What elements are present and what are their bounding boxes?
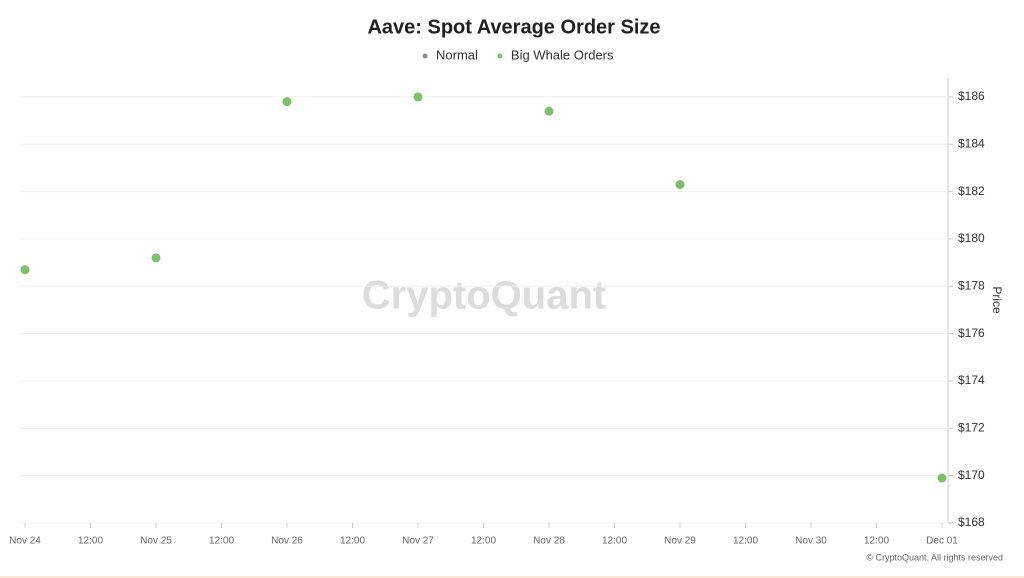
x-tick-label: 12:00 — [733, 536, 758, 547]
x-tick-label: 12:00 — [864, 536, 889, 547]
legend-label: Big Whale Orders — [511, 47, 614, 62]
x-tick-label: Nov 27 — [402, 536, 434, 547]
y-tick-label: $178 — [958, 278, 985, 292]
x-tick-label: Nov 29 — [664, 536, 696, 547]
data-point — [937, 473, 947, 483]
x-tick-label: 12:00 — [209, 536, 234, 547]
x-tick-label: Nov 30 — [795, 536, 827, 547]
x-tick-label: Nov 24 — [9, 536, 41, 547]
x-tick-label: Nov 25 — [140, 536, 172, 547]
legend-marker — [422, 53, 428, 59]
data-point — [20, 265, 30, 275]
x-tick-label: 12:00 — [602, 536, 627, 547]
chart-title: Aave: Spot Average Order Size — [367, 16, 660, 38]
x-tick-label: Dec 01 — [926, 536, 958, 547]
data-point — [282, 97, 292, 107]
credit: © CryptoQuant. All rights reserved — [866, 552, 1003, 562]
data-point — [413, 92, 423, 102]
data-point — [151, 253, 161, 263]
y-tick-label: $182 — [958, 184, 985, 198]
x-tick-label: Nov 28 — [533, 536, 565, 547]
x-tick-label: 12:00 — [78, 536, 103, 547]
data-point — [675, 180, 685, 190]
y-tick-label: $170 — [958, 468, 985, 482]
y-axis-label: Price — [990, 286, 1004, 314]
y-tick-label: $180 — [958, 231, 985, 245]
legend-label: Normal — [436, 47, 478, 62]
y-tick-label: $174 — [958, 373, 985, 387]
x-tick-label: 12:00 — [340, 536, 365, 547]
legend-marker — [497, 53, 503, 59]
watermark: CryptoQuant — [362, 274, 606, 318]
y-tick-label: $186 — [958, 89, 985, 103]
x-tick-label: 12:00 — [471, 536, 496, 547]
x-tick-label: Nov 26 — [271, 536, 303, 547]
y-tick-label: $172 — [958, 420, 985, 434]
y-tick-label: $176 — [958, 326, 985, 340]
y-tick-label: $184 — [958, 136, 985, 150]
y-tick-label: $168 — [958, 515, 985, 529]
data-point — [544, 106, 554, 116]
